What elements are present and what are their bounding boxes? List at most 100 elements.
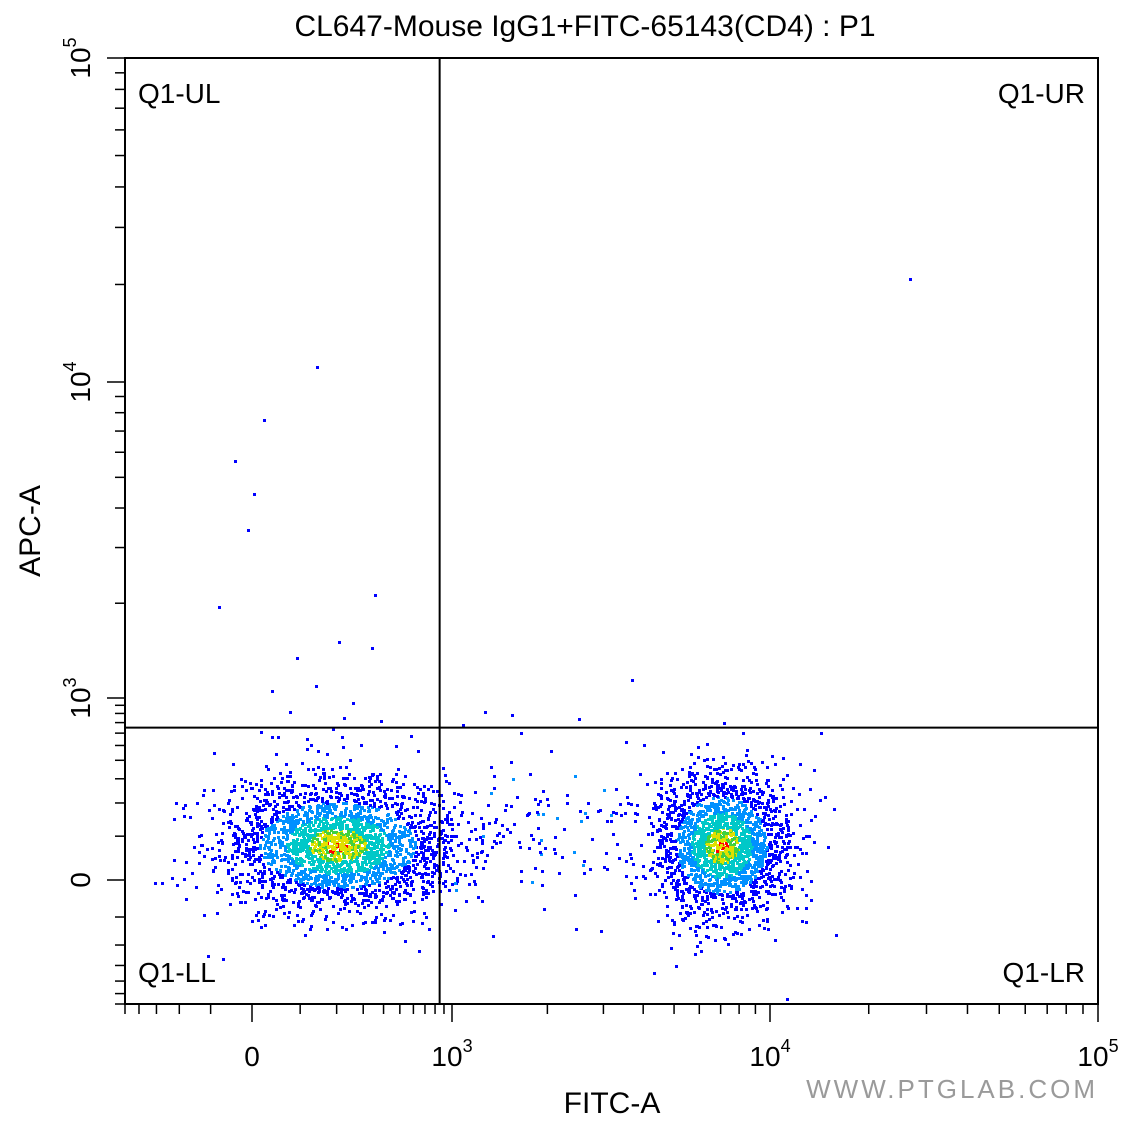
scatter-point: [405, 874, 408, 877]
scatter-point: [461, 811, 464, 814]
scatter-point: [740, 868, 743, 871]
scatter-point: [784, 873, 787, 876]
scatter-point: [705, 920, 708, 923]
scatter-point: [765, 808, 768, 811]
scatter-point: [730, 834, 733, 837]
scatter-point: [715, 910, 718, 913]
scatter-point: [707, 832, 710, 835]
scatter-point: [695, 792, 698, 795]
scatter-point: [554, 836, 557, 839]
scatter-point: [370, 837, 373, 840]
scatter-point: [310, 899, 313, 902]
scatter-point: [630, 803, 633, 806]
scatter-point: [670, 882, 673, 885]
scatter-point: [370, 783, 373, 786]
scatter-point: [425, 838, 428, 841]
scatter-point: [720, 789, 723, 792]
scatter-point: [319, 856, 322, 859]
scatter-point: [720, 881, 723, 884]
scatter-point: [317, 859, 320, 862]
scatter-point: [297, 883, 300, 886]
scatter-point: [283, 912, 286, 915]
scatter-point: [353, 799, 356, 802]
scatter-point: [715, 768, 718, 771]
scatter-point: [721, 898, 724, 901]
scatter-point: [730, 869, 733, 872]
scatter-point: [340, 843, 343, 846]
scatter-point: [387, 844, 390, 847]
scatter-point: [442, 800, 445, 803]
scatter-point: [329, 787, 332, 790]
scatter-point: [740, 933, 743, 936]
scatter-point: [319, 858, 322, 861]
scatter-point: [255, 809, 258, 812]
scatter-point: [324, 818, 327, 821]
scatter-point: [732, 862, 735, 865]
scatter-point: [714, 896, 717, 899]
scatter-point: [314, 821, 317, 824]
scatter-point: [303, 796, 306, 799]
scatter-point: [716, 787, 719, 790]
scatter-point: [657, 806, 660, 809]
scatter-point: [695, 900, 698, 903]
scatter-point: [315, 685, 318, 688]
scatter-point: [317, 766, 320, 769]
scatter-point: [709, 873, 712, 876]
scatter-point: [779, 851, 782, 854]
scatter-point: [309, 928, 312, 931]
scatter-point: [326, 872, 329, 875]
scatter-point: [700, 836, 703, 839]
scatter-point: [376, 861, 379, 864]
scatter-point: [340, 888, 343, 891]
scatter-point: [379, 840, 382, 843]
scatter-point: [416, 800, 419, 803]
scatter-point: [442, 882, 445, 885]
scatter-point: [682, 919, 685, 922]
scatter-point: [256, 797, 259, 800]
scatter-point: [733, 843, 736, 846]
scatter-point: [737, 806, 740, 809]
scatter-point: [330, 829, 333, 832]
scatter-point: [702, 814, 705, 817]
scatter-point: [383, 832, 386, 835]
scatter-point: [444, 839, 447, 842]
scatter-point: [263, 866, 266, 869]
scatter-point: [755, 857, 758, 860]
scatter-point: [735, 878, 738, 881]
scatter-point: [566, 794, 569, 797]
scatter-point: [364, 899, 367, 902]
scatter-point: [693, 762, 696, 765]
scatter-point: [732, 845, 735, 848]
scatter-point: [334, 880, 337, 883]
scatter-point: [658, 864, 661, 867]
scatter-point: [298, 828, 301, 831]
scatter-point: [476, 852, 479, 855]
scatter-point: [364, 858, 367, 861]
scatter-point: [345, 869, 348, 872]
scatter-point: [446, 815, 449, 818]
scatter-point: [372, 921, 375, 924]
scatter-point: [446, 818, 449, 821]
scatter-point: [212, 869, 215, 872]
scatter-point: [333, 855, 336, 858]
scatter-point: [261, 876, 264, 879]
scatter-point: [770, 844, 773, 847]
scatter-point: [738, 768, 741, 771]
scatter-point: [380, 865, 383, 868]
scatter-point: [394, 802, 397, 805]
scatter-point: [586, 816, 589, 819]
scatter-point: [481, 839, 484, 842]
scatter-point: [630, 882, 633, 885]
scatter-point: [456, 877, 459, 880]
scatter-point: [727, 848, 730, 851]
scatter-point: [511, 714, 514, 717]
scatter-point: [315, 875, 318, 878]
scatter-point: [752, 790, 755, 793]
scatter-point: [310, 863, 313, 866]
scatter-point: [344, 877, 347, 880]
scatter-point: [432, 808, 435, 811]
scatter-point: [360, 887, 363, 890]
scatter-point: [351, 854, 354, 857]
scatter-point: [717, 836, 720, 839]
scatter-point: [353, 860, 356, 863]
